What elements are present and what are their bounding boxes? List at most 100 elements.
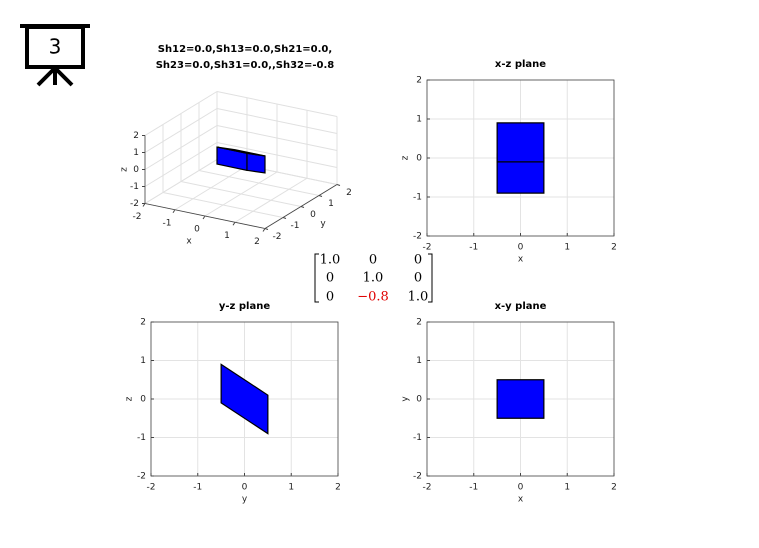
y-tick-label: 0 bbox=[416, 154, 422, 164]
y-tick-label: 2 bbox=[140, 318, 146, 328]
tick-mark bbox=[336, 184, 341, 186]
tick-mark bbox=[300, 206, 305, 208]
axes-box bbox=[426, 321, 615, 477]
shape-face bbox=[216, 146, 266, 157]
y-tick-label: 2 bbox=[416, 318, 422, 328]
x-tick-label: -1 bbox=[163, 218, 172, 228]
x-tick-label: 2 bbox=[611, 483, 617, 493]
y-tick-label: 2 bbox=[346, 188, 352, 198]
x-axis-label: y bbox=[242, 495, 248, 505]
x-tick-label: -2 bbox=[423, 243, 432, 253]
tick-mark bbox=[318, 195, 323, 197]
y-tick-label: 1 bbox=[328, 199, 334, 209]
y-tick-label: -2 bbox=[413, 232, 422, 242]
y-tick-label: -1 bbox=[137, 433, 146, 443]
grid-line bbox=[198, 170, 320, 196]
y-tick-label: -1 bbox=[413, 193, 422, 203]
icon-leg bbox=[53, 66, 74, 87]
x-axis-label: x bbox=[518, 255, 524, 265]
chart-title: Sh12=0.0,Sh13=0.0,Sh21=0.0, bbox=[158, 44, 332, 55]
grid-line bbox=[216, 125, 338, 151]
z-tick-label: 0 bbox=[133, 165, 139, 175]
grid-line bbox=[144, 91, 218, 136]
grid-line bbox=[144, 125, 218, 170]
matrix bbox=[314, 253, 433, 303]
x-tick-label: 0 bbox=[518, 483, 524, 493]
grid-line bbox=[162, 192, 284, 218]
grid-line bbox=[216, 142, 338, 168]
tick-mark bbox=[232, 221, 236, 226]
y-tick-label: -1 bbox=[291, 221, 300, 231]
tick-mark bbox=[264, 228, 269, 230]
x-tick-label: 0 bbox=[194, 225, 200, 235]
x-tick-label: -2 bbox=[133, 212, 142, 222]
y-axis-label: z bbox=[401, 155, 411, 160]
shape-face bbox=[246, 152, 266, 174]
y-tick-label: -2 bbox=[413, 472, 422, 482]
chart-title: y-z plane bbox=[219, 301, 270, 312]
y-axis-label: y bbox=[401, 396, 411, 402]
grid-line bbox=[180, 181, 302, 207]
axes-box bbox=[426, 79, 615, 237]
matrix-cell: 1.0 bbox=[408, 290, 429, 305]
y-tick-label: 1 bbox=[416, 115, 422, 125]
matrix-cell: 0 bbox=[326, 271, 334, 286]
grid-line bbox=[144, 108, 218, 153]
y-tick-label: 1 bbox=[140, 356, 146, 366]
x-axis-label: x bbox=[518, 495, 524, 505]
y-axis-label: y bbox=[320, 219, 326, 229]
tick-mark bbox=[282, 217, 287, 219]
y-tick-label: 2 bbox=[416, 76, 422, 86]
x-tick-label: 1 bbox=[224, 231, 230, 241]
x-tick-label: 1 bbox=[564, 243, 570, 253]
y-tick-label: 0 bbox=[416, 395, 422, 405]
y-tick-label: -2 bbox=[137, 472, 146, 482]
x-tick-label: 1 bbox=[288, 483, 294, 493]
matrix-cell: 1.0 bbox=[363, 271, 384, 286]
shape-face bbox=[496, 379, 545, 419]
x-tick-label: -2 bbox=[423, 483, 432, 493]
axis-line bbox=[264, 184, 338, 229]
chart-title: x-z plane bbox=[495, 59, 546, 70]
grid-line bbox=[216, 108, 338, 134]
z-tick-label: -1 bbox=[130, 182, 139, 192]
z-tick-label: -2 bbox=[130, 199, 139, 209]
matrix-cell: 0 bbox=[326, 290, 334, 305]
matrix-cell: 0 bbox=[414, 271, 422, 286]
matrix-cell: 1.0 bbox=[320, 253, 341, 268]
shape-face bbox=[220, 363, 269, 435]
matrix-bracket bbox=[428, 253, 433, 303]
x-axis-label: x bbox=[186, 237, 192, 247]
y-tick-label: -2 bbox=[273, 232, 282, 242]
matrix-cell: 0 bbox=[369, 253, 377, 268]
matrix-bracket bbox=[314, 253, 319, 303]
matrix-cell: −0.8 bbox=[357, 290, 389, 305]
grid-line bbox=[216, 91, 338, 117]
y-tick-label: -1 bbox=[413, 433, 422, 443]
matrix-cell: 0 bbox=[414, 253, 422, 268]
shape-face bbox=[496, 122, 545, 163]
axis-line bbox=[144, 203, 266, 229]
x-tick-label: 0 bbox=[518, 243, 524, 253]
z-axis-label: z bbox=[120, 167, 130, 172]
x-tick-label: 2 bbox=[254, 237, 260, 247]
x-tick-label: 1 bbox=[564, 483, 570, 493]
icon-leg bbox=[36, 66, 57, 87]
chart-title: x-y plane bbox=[495, 301, 547, 312]
x-tick-label: 2 bbox=[335, 483, 341, 493]
tick-mark bbox=[172, 209, 176, 214]
x-tick-label: -1 bbox=[469, 483, 478, 493]
tick-mark bbox=[202, 215, 206, 220]
axes-box bbox=[150, 321, 339, 477]
x-tick-label: -2 bbox=[147, 483, 156, 493]
y-axis-label: z bbox=[125, 396, 135, 401]
x-tick-label: -1 bbox=[193, 483, 202, 493]
x-tick-label: -1 bbox=[469, 243, 478, 253]
x-tick-label: 2 bbox=[611, 243, 617, 253]
tick-mark bbox=[262, 228, 266, 232]
z-tick-label: 1 bbox=[133, 148, 139, 158]
slide-number: 3 bbox=[49, 35, 62, 59]
grid-line bbox=[144, 142, 218, 187]
